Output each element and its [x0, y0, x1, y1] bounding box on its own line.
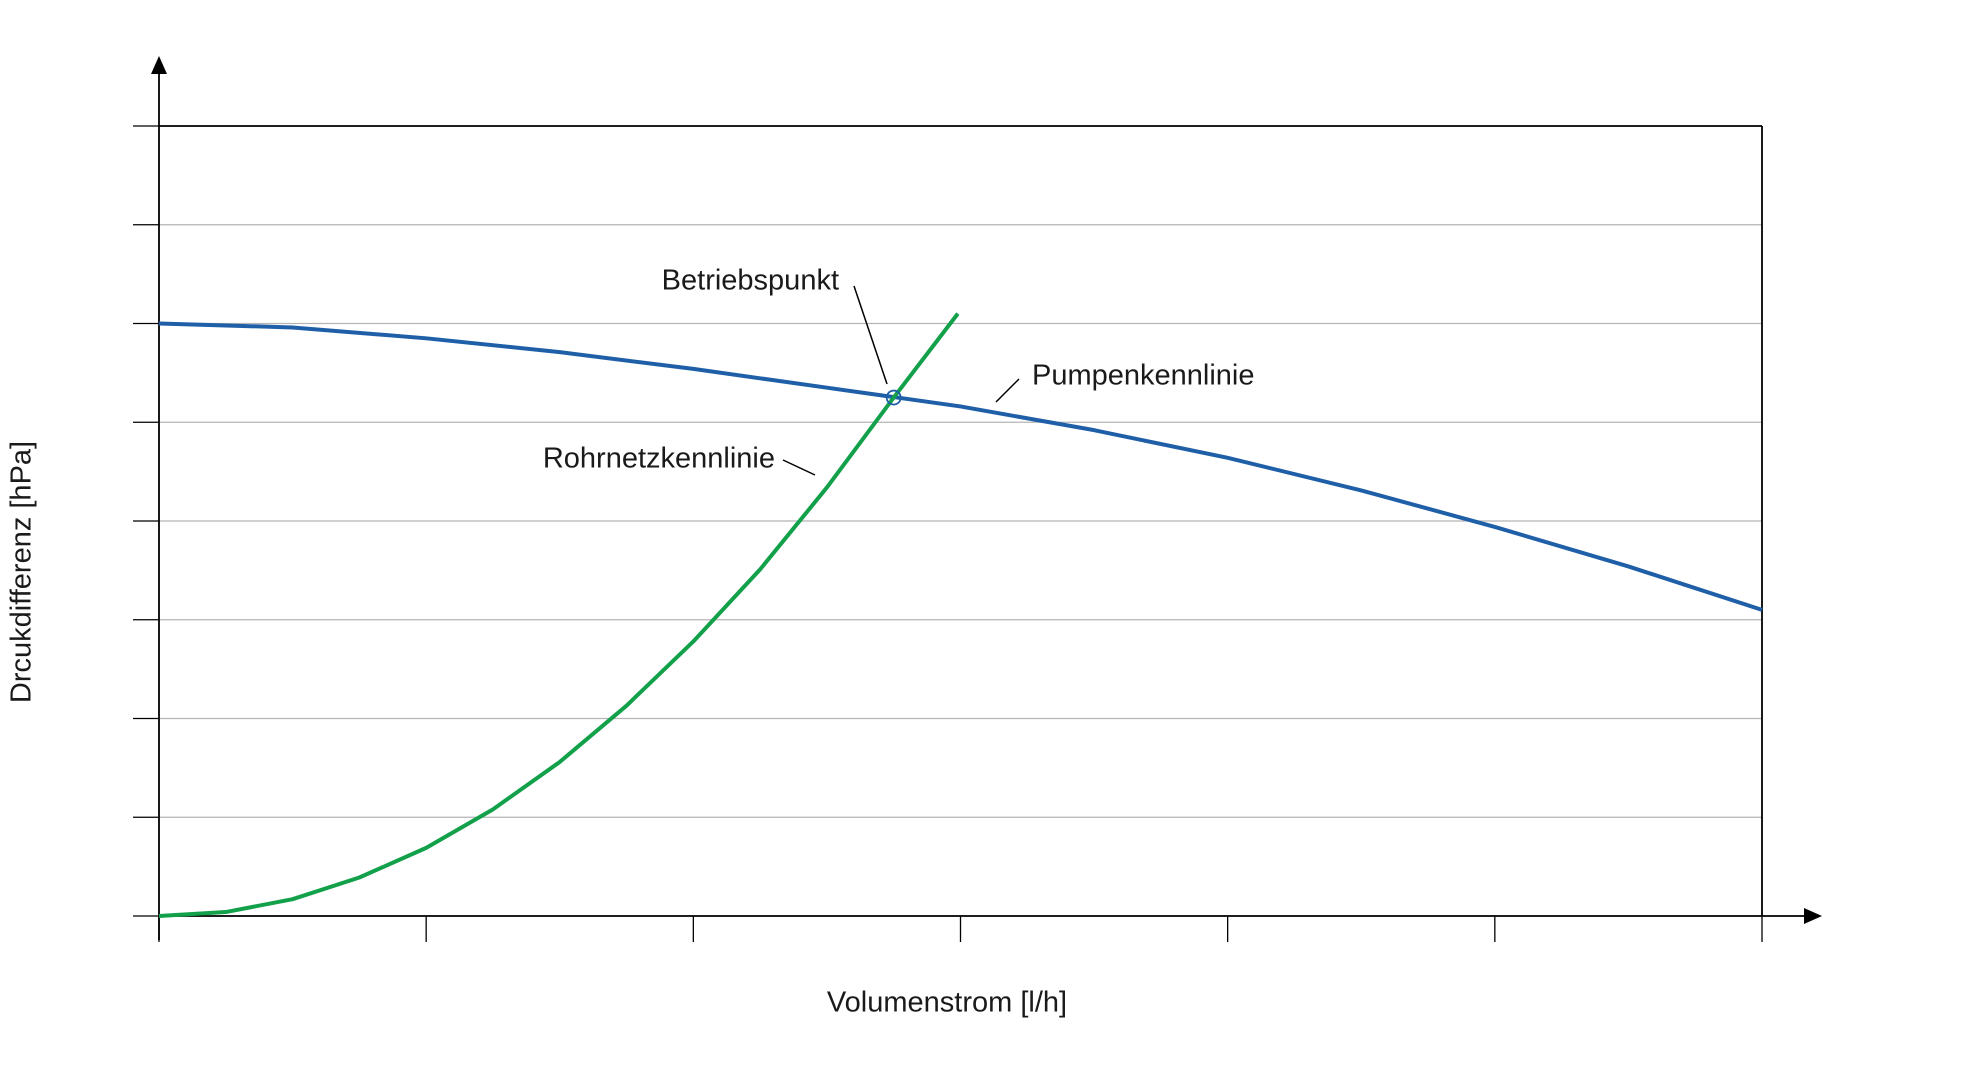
annotation: Betriebspunkt — [662, 265, 839, 297]
y-axis-label: Drcukdifferenz [hPa] — [6, 441, 38, 703]
x-axis-label: Volumenstrom [l/h] — [827, 987, 1067, 1019]
x-arrow — [1804, 908, 1822, 924]
leader-line — [995, 378, 1020, 403]
operating-point — [885, 389, 902, 406]
leader-line — [853, 285, 888, 385]
series-line — [158, 312, 960, 918]
series-line — [158, 321, 1763, 612]
series-label: Rohrnetzkennlinie — [543, 443, 775, 475]
y-arrow — [151, 56, 167, 74]
series-label: Pumpenkennlinie — [1032, 360, 1254, 392]
leader-line — [782, 459, 816, 476]
